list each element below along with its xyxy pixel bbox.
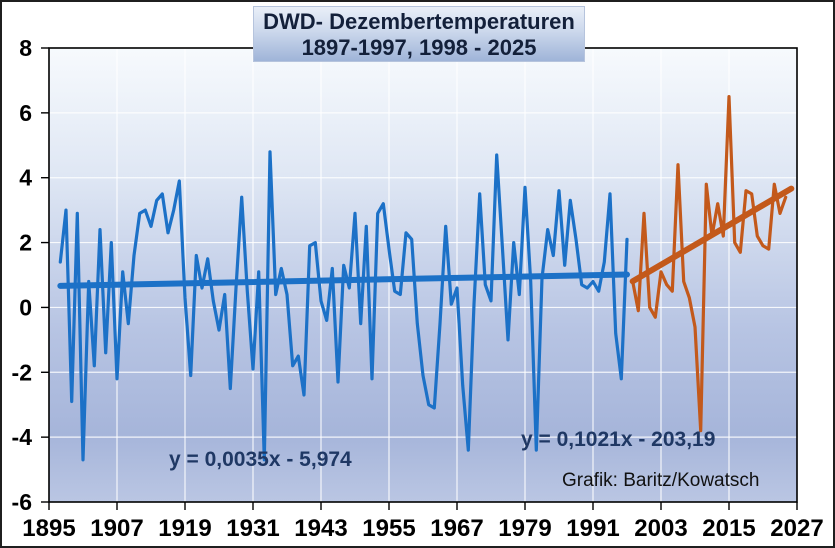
x-tick-label: 2003	[634, 515, 687, 542]
credit-label: Grafik: Baritz/Kowatsch	[562, 470, 760, 491]
y-tick-label: 8	[19, 35, 32, 61]
x-tick-label: 1943	[294, 515, 347, 542]
x-tick-label: 2015	[702, 515, 755, 542]
y-tick-label: 2	[19, 230, 32, 256]
x-tick-label: 1907	[90, 515, 143, 542]
y-tick-label: -6	[12, 489, 32, 515]
y-tick-label: 4	[19, 165, 32, 191]
x-tick-label: 1931	[226, 515, 279, 542]
y-tick-label: -4	[12, 424, 33, 450]
chart-title-line1: DWD- Dezembertemperaturen	[263, 9, 575, 34]
chart-title-line2: 1897-1997, 1998 - 2025	[301, 35, 537, 60]
trend-line-1	[57, 271, 630, 289]
x-tick-label: 2027	[770, 515, 823, 542]
trend-line-2	[629, 185, 795, 285]
y-tick-label: 0	[19, 294, 32, 320]
series-line-2	[631, 94, 788, 433]
y-tick-label: -2	[12, 359, 32, 385]
x-tick-label: 1955	[362, 515, 415, 542]
x-tick-label: 1919	[158, 515, 211, 542]
trend-equation-1998-2025: y = 0,1021x - 203,19	[521, 428, 716, 451]
trend-equation-1897-1997: y = 0,0035x - 5,974	[169, 448, 352, 471]
x-tick-label: 1979	[498, 515, 551, 542]
series-line-1	[58, 150, 629, 462]
chart-title: DWD- Dezembertemperaturen 1897-1997, 199…	[253, 6, 585, 62]
x-tick-label: 1991	[566, 515, 619, 542]
x-tick-label: 1895	[22, 515, 75, 542]
x-tick-label: 1967	[430, 515, 483, 542]
y-tick-label: 6	[19, 100, 32, 126]
